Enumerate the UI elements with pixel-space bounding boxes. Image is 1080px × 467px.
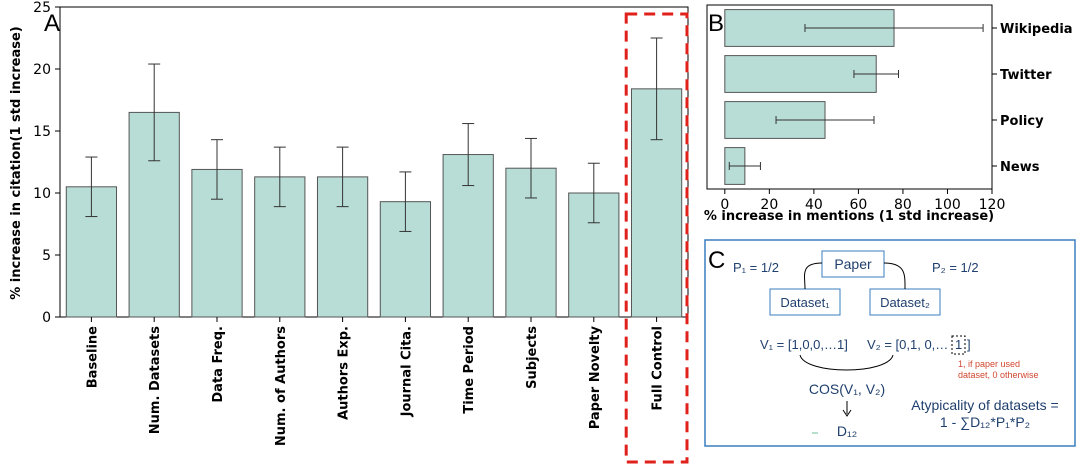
panel-a-y-tick-label: 10 bbox=[33, 186, 51, 202]
category-label-twitter: Twitter bbox=[1000, 68, 1052, 83]
category-label-num-datasets: Num. Datasets bbox=[148, 326, 163, 434]
panel-c-label: C bbox=[708, 247, 725, 274]
category-label-journal-cita: Journal Cita. bbox=[399, 326, 414, 417]
panel-b-x-axis: 0 20 40 60 80 100 120 bbox=[720, 189, 1005, 213]
bar-twitter bbox=[724, 55, 877, 93]
category-label-news: News bbox=[1000, 160, 1040, 175]
v2-vector-suffix: ] bbox=[967, 337, 971, 352]
panel-a-y-axis-label: % increase in citation(1 std increase) bbox=[9, 26, 24, 300]
v2-vector-boxed: 1 bbox=[955, 337, 962, 352]
category-label-num-of-authors: Num. of Authors bbox=[274, 326, 289, 446]
panel-a-y-tick-label: 20 bbox=[33, 62, 51, 78]
category-label-baseline: Baseline bbox=[85, 326, 100, 388]
panel-a-y-tick-label: 25 bbox=[33, 0, 51, 16]
v1-vector: V₁ = [1,0,0,…1] bbox=[760, 337, 848, 352]
panel-b-label: B bbox=[708, 10, 724, 37]
atypicality-line-1: Atypicality of datasets = bbox=[911, 397, 1058, 413]
paper-node bbox=[821, 250, 885, 278]
category-label-wikipedia: Wikipedia bbox=[1000, 22, 1073, 37]
dataset1-node-label: Dataset₁ bbox=[780, 295, 830, 310]
panel-b-x-axis-label: % increase in mentions (1 std increase) bbox=[704, 209, 994, 224]
vector-comparison-arc bbox=[799, 354, 894, 371]
panel-a-y-tick-label: 0 bbox=[42, 310, 51, 326]
v2-highlight-box bbox=[951, 335, 966, 355]
panel-a-y-axis: 0 5 10 15 20 25 bbox=[33, 0, 60, 326]
dataset2-node-label: Dataset₂ bbox=[880, 295, 930, 310]
panel-b-x-tick-label: 80 bbox=[894, 197, 912, 213]
panel-a-y-tick-label: 5 bbox=[42, 248, 51, 264]
category-label-subjects: Subjects bbox=[525, 326, 540, 389]
category-label-data-freq: Data Freq. bbox=[211, 326, 226, 403]
panel-b-x-tick-label: 120 bbox=[979, 197, 1006, 213]
panel-b-x-tick-label: 0 bbox=[720, 197, 729, 213]
atypicality-line-2: 1 - ∑D₁₂*P₁*P₂ bbox=[940, 414, 1030, 430]
panel-b-x-tick-label: 60 bbox=[849, 197, 867, 213]
panel-c-atypicality-diagram: C Paper Dataset₁ Dataset₂ P₁ = 1/2 P₂ = … bbox=[704, 239, 1076, 447]
panel-b-x-tick-label: 20 bbox=[760, 197, 778, 213]
panel-b-mentions-chart: 0 20 40 60 80 100 120 Wikipedia Twitter Policy Ne… bbox=[704, 4, 1073, 224]
panel-b-bars bbox=[724, 9, 984, 185]
panel-a-x-axis: Baseline Num. Datasets Data Freq. Num. of A… bbox=[85, 317, 666, 446]
panel-a-label: A bbox=[44, 10, 60, 37]
category-label-full-control: Full Control bbox=[651, 326, 666, 411]
note-line-1: 1, if paper used bbox=[958, 359, 1020, 369]
p2-label: P₂ = 1/2 bbox=[932, 260, 979, 275]
panel-a-citation-chart: 0 5 10 15 20 25 Baseline Num. Datasets Data Fre… bbox=[9, 0, 689, 464]
panel-b-x-tick-label: 100 bbox=[934, 197, 961, 213]
v2-vector-prefix: V₂ = [0,1, 0,… bbox=[867, 337, 948, 352]
arrow-head-icon bbox=[842, 409, 852, 417]
p1-label: P₁ = 1/2 bbox=[733, 260, 779, 275]
paper-node-label: Paper bbox=[834, 256, 872, 272]
panel-a-y-tick-label: 15 bbox=[33, 124, 51, 140]
panel-b-axes-frame bbox=[706, 4, 993, 190]
cosine-similarity-label: COS(V₁, V₂) bbox=[809, 381, 885, 397]
category-label-policy: Policy bbox=[1000, 114, 1044, 129]
category-label-authors-exp: Authors Exp. bbox=[337, 326, 352, 420]
panel-c-border bbox=[704, 239, 1076, 447]
note-line-2: dataset, 0 otherwise bbox=[958, 370, 1039, 380]
paper-to-dataset1-link bbox=[804, 262, 823, 290]
panel-b-y-axis: Wikipedia Twitter Policy News bbox=[992, 22, 1073, 175]
category-label-time-period: Time Period bbox=[462, 326, 477, 414]
d12-label: D₁₂ bbox=[837, 423, 857, 439]
dataset2-node bbox=[869, 288, 941, 316]
full-control-highlight-box bbox=[624, 12, 689, 464]
panel-b-x-tick-label: 40 bbox=[805, 197, 823, 213]
paper-to-dataset2-link bbox=[883, 262, 906, 290]
panel-a-bars bbox=[65, 37, 683, 318]
dataset1-node bbox=[769, 288, 841, 316]
category-label-paper-novelty: Paper Novelty bbox=[588, 325, 603, 429]
